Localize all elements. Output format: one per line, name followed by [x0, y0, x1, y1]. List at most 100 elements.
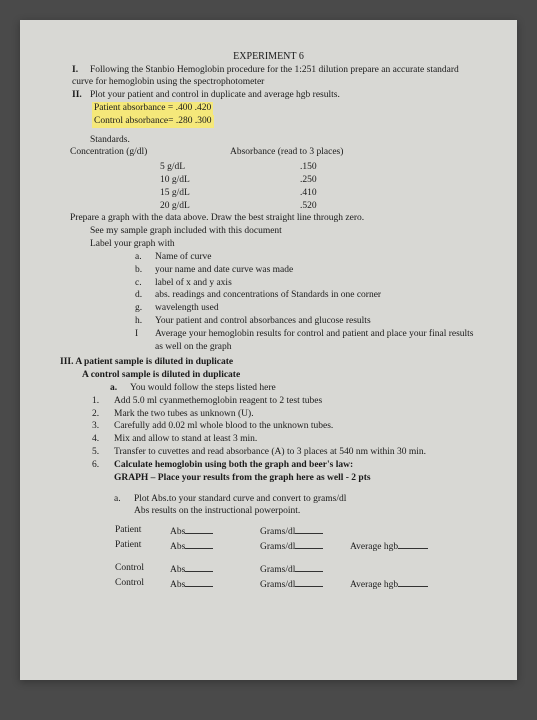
- item-letter: h.: [135, 315, 155, 328]
- blank-line: [295, 562, 323, 572]
- item-text: Name of curve: [155, 252, 211, 262]
- item-letter: c.: [135, 277, 155, 290]
- standards-label: Standards.: [90, 134, 180, 147]
- step-num: 2.: [92, 408, 114, 421]
- section-1: I.Following the Stanbio Hemoglobin proce…: [72, 64, 477, 90]
- item-letter: b.: [135, 264, 155, 277]
- step-text: Mark the two tubes as unknown (U).: [114, 409, 254, 419]
- blank-line: [398, 539, 428, 549]
- patient-label: Patient: [115, 539, 170, 554]
- plot-instruction: a. Plot Abs.to your standard curve and c…: [114, 493, 477, 519]
- standards-table: 5 g/dL.150 10 g/dL.250 15 g/dL.410 20 g/…: [160, 161, 477, 212]
- grams-label: Grams/dl: [260, 580, 295, 590]
- steps-list: 1.Add 5.0 ml cyanmethemoglobin reagent t…: [92, 395, 477, 472]
- experiment-title: EXPERIMENT 6: [60, 50, 477, 64]
- grams-label: Grams/dl: [260, 542, 295, 552]
- plot-line-2: Abs results on the instructional powerpo…: [134, 505, 477, 518]
- avg-label: Average hgb: [350, 542, 398, 552]
- step-num: 3.: [92, 420, 114, 433]
- list-item: b.your name and date curve was made: [135, 264, 477, 277]
- standards-columns: Concentration (g/dl) Absorbance (read to…: [70, 146, 477, 159]
- section-2: II.Plot your patient and control in dupl…: [72, 89, 477, 102]
- conc-cell: 10 g/dL: [160, 174, 300, 187]
- document-page: EXPERIMENT 6 I.Following the Stanbio Hem…: [20, 20, 517, 680]
- table-row: 20 g/dL.520: [160, 200, 477, 213]
- step-num: 5.: [92, 446, 114, 459]
- list-item: 6.Calculate hemoglobin using both the gr…: [92, 459, 477, 472]
- results-block: Patient Abs Grams/dl Patient Abs Grams/d…: [115, 524, 477, 591]
- item-letter: a.: [135, 251, 155, 264]
- section-3-head: III. A patient sample is diluted in dupl…: [60, 356, 477, 369]
- list-item: a.Name of curve: [135, 251, 477, 264]
- step-num: 6.: [92, 459, 114, 472]
- blank-line: [295, 524, 323, 534]
- section-3-sub: A control sample is diluted in duplicate: [82, 370, 240, 380]
- step-text: Calculate hemoglobin using both the grap…: [114, 460, 353, 470]
- table-row: 5 g/dL.150: [160, 161, 477, 174]
- abs-cell: .520: [300, 200, 400, 213]
- step-text: Add 5.0 ml cyanmethemoglobin reagent to …: [114, 396, 322, 406]
- item-text: abs. readings and concentrations of Stan…: [155, 290, 381, 300]
- section-2-text: Plot your patient and control in duplica…: [90, 90, 340, 100]
- section-1-text: Following the Stanbio Hemoglobin procedu…: [72, 65, 459, 88]
- blank-line: [185, 577, 213, 587]
- roman-2: II.: [72, 89, 90, 102]
- step-num: 4.: [92, 433, 114, 446]
- conc-cell: 20 g/dL: [160, 200, 300, 213]
- blank-line: [295, 539, 323, 549]
- abs-cell: .150: [300, 161, 400, 174]
- conc-header: Concentration (g/dl): [70, 146, 230, 159]
- item-letter: a.: [110, 382, 130, 395]
- grams-label: Grams/dl: [260, 565, 295, 575]
- blank-line: [185, 539, 213, 549]
- conc-cell: 5 g/dL: [160, 161, 300, 174]
- item-text: your name and date curve was made: [155, 265, 293, 275]
- item-letter: a.: [114, 493, 134, 519]
- item-text: Average your hemoglobin results for cont…: [155, 328, 477, 354]
- list-item: 4.Mix and allow to stand at least 3 min.: [92, 433, 477, 446]
- blank-line: [185, 562, 213, 572]
- list-item: 2.Mark the two tubes as unknown (U).: [92, 408, 477, 421]
- abs-label: Abs: [170, 542, 185, 552]
- blank-line: [398, 577, 428, 587]
- list-item: g.wavelength used: [135, 302, 477, 315]
- list-item: d.abs. readings and concentrations of St…: [135, 289, 477, 302]
- control-label: Control: [115, 562, 170, 577]
- list-item: c.label of x and y axis: [135, 277, 477, 290]
- section-3-title: III. A patient sample is diluted in dupl…: [60, 357, 233, 367]
- list-item: 1.Add 5.0 ml cyanmethemoglobin reagent t…: [92, 395, 477, 408]
- prepare-line-2: See my sample graph included with this d…: [90, 225, 477, 238]
- step-text: Carefully add 0.02 ml whole blood to the…: [114, 421, 333, 431]
- table-row: 10 g/dL.250: [160, 174, 477, 187]
- abs-label: Abs: [170, 527, 185, 537]
- standards-header: Standards.: [90, 134, 477, 147]
- patient-absorbance: Patient absorbance = .400 .420: [92, 102, 213, 115]
- item-text: You would follow the steps listed here: [130, 383, 276, 393]
- item-text: wavelength used: [155, 303, 219, 313]
- abs-cell: .410: [300, 187, 400, 200]
- conc-cell: 15 g/dL: [160, 187, 300, 200]
- item-letter: d.: [135, 289, 155, 302]
- step-text: Transfer to cuvettes and read absorbance…: [114, 446, 477, 459]
- item-letter: I: [135, 328, 155, 354]
- list-item: 5.Transfer to cuvettes and read absorban…: [92, 446, 477, 459]
- list-item: h.Your patient and control absorbances a…: [135, 315, 477, 328]
- blank-line: [185, 524, 213, 534]
- roman-1: I.: [72, 64, 90, 77]
- control-label: Control: [115, 577, 170, 592]
- step-num: 1.: [92, 395, 114, 408]
- section-3: III. A patient sample is diluted in dupl…: [60, 356, 477, 518]
- list-item: 3.Carefully add 0.02 ml whole blood to t…: [92, 420, 477, 433]
- list-item: a.You would follow the steps listed here: [110, 382, 477, 395]
- result-row: Patient Abs Grams/dl Average hgb: [115, 539, 477, 554]
- abs-label: Abs: [170, 565, 185, 575]
- grams-label: Grams/dl: [260, 527, 295, 537]
- patient-label: Patient: [115, 524, 170, 539]
- plot-line-1: Plot Abs.to your standard curve and conv…: [134, 493, 477, 506]
- prepare-line-3: Label your graph with: [90, 238, 477, 251]
- abs-label: Abs: [170, 580, 185, 590]
- item-text: label of x and y axis: [155, 278, 232, 288]
- highlight-block: Patient absorbance = .400 .420 Control a…: [92, 102, 477, 128]
- blank-line: [295, 577, 323, 587]
- table-row: 15 g/dL.410: [160, 187, 477, 200]
